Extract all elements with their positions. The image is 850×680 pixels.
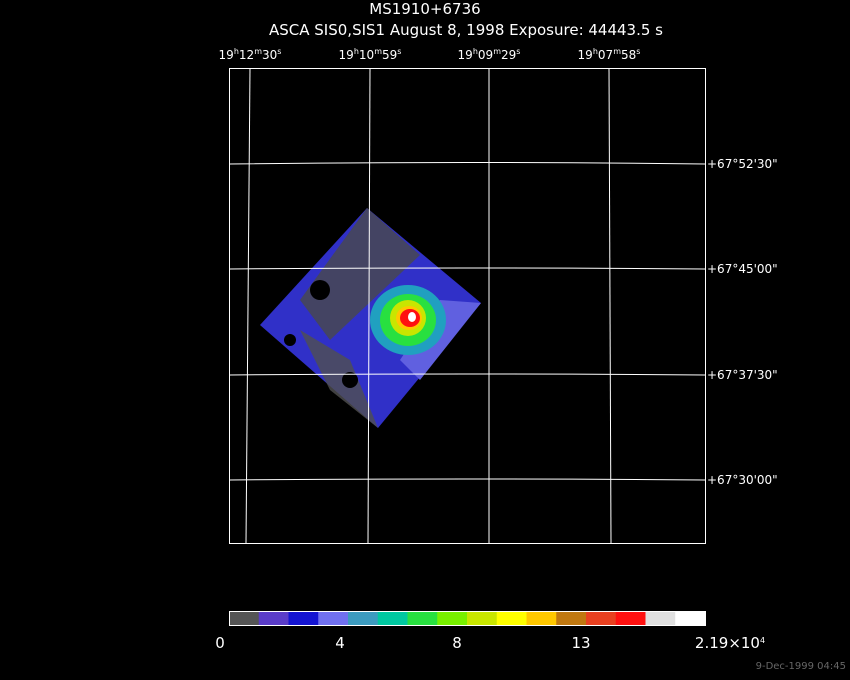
- colorbar-segment: [645, 611, 676, 625]
- ra-labels: 19h12m30s 19h10m59s 19h09m29s 19h07m58s: [219, 47, 641, 62]
- label-part: 19: [458, 48, 473, 62]
- label: 19h07m58s: [578, 47, 641, 62]
- superscript: m: [254, 47, 262, 56]
- coordinate-grid: [228, 67, 706, 544]
- superscript: s: [397, 47, 401, 56]
- label-part: 09: [478, 48, 493, 62]
- label-part: 0: [215, 634, 225, 652]
- label-part: 58: [621, 48, 636, 62]
- label: 13: [571, 634, 590, 652]
- superscript: h: [354, 47, 359, 56]
- dec-label: +67°52'30": [707, 157, 778, 171]
- colorbar-segment: [377, 611, 408, 625]
- label-part: 12: [239, 48, 254, 62]
- label: 4: [335, 634, 345, 652]
- colorbar-segment: [407, 611, 438, 625]
- label: 8: [452, 634, 462, 652]
- dec-label: +67°30'00": [707, 473, 778, 487]
- sky-image: [260, 208, 481, 428]
- label-part: 4: [335, 634, 345, 652]
- superscript: h: [473, 47, 478, 56]
- superscript: s: [277, 47, 281, 56]
- superscript: h: [234, 47, 239, 56]
- colorbar-segment: [318, 611, 349, 625]
- label-part: 59: [382, 48, 397, 62]
- colorbar-segment: [437, 611, 468, 625]
- superscript: s: [636, 47, 640, 56]
- label-part: 8: [452, 634, 462, 652]
- superscript: 4: [760, 636, 765, 645]
- dec-label: +67°45'00": [707, 262, 778, 276]
- colorbar-frame: [229, 611, 706, 626]
- superscript: s: [516, 47, 520, 56]
- colorbar-segment: [288, 611, 319, 625]
- dec-labels: +67°52'30" +67°45'00" +67°37'30" +67°30'00": [707, 157, 778, 487]
- label: 0: [215, 634, 225, 652]
- subtitle: ASCA SIS0,SIS1 August 8, 1998 Exposure: …: [269, 21, 663, 39]
- colorbar-segment: [526, 611, 557, 625]
- label-part: 13: [571, 634, 590, 652]
- superscript: m: [374, 47, 382, 56]
- label-part: 07: [598, 48, 613, 62]
- label-part: 19: [578, 48, 593, 62]
- colorbar-segment: [258, 611, 289, 625]
- colorbar-segment: [467, 611, 498, 625]
- colorbar-segment: [229, 611, 260, 625]
- superscript: h: [593, 47, 598, 56]
- superscript: m: [613, 47, 621, 56]
- colorbar-segment: [556, 611, 587, 625]
- label: 19h10m59s: [339, 47, 402, 62]
- colorbar-segment: [675, 611, 706, 625]
- label-part: 19: [339, 48, 354, 62]
- label-part: 2.19×10: [695, 634, 760, 652]
- label-part: 30: [262, 48, 277, 62]
- colorbar-labels: 0 4 8 13 2.19×104: [215, 634, 765, 652]
- colorbar-segment: [615, 611, 646, 625]
- label-part: 10: [359, 48, 374, 62]
- label: 2.19×104: [695, 634, 765, 652]
- timestamp: 9-Dec-1999 04:45: [756, 661, 846, 672]
- label-part: 29: [501, 48, 516, 62]
- label: 19h12m30s: [219, 47, 282, 62]
- label: 19h09m29s: [458, 47, 521, 62]
- title: MS1910+6736: [369, 0, 480, 18]
- colorbar-segment: [586, 611, 617, 625]
- label-part: 19: [219, 48, 234, 62]
- dec-label: +67°37'30": [707, 368, 778, 382]
- colorbar-segment: [348, 611, 379, 625]
- colorbar: [229, 611, 706, 626]
- colorbar-segment: [496, 611, 527, 625]
- superscript: m: [493, 47, 501, 56]
